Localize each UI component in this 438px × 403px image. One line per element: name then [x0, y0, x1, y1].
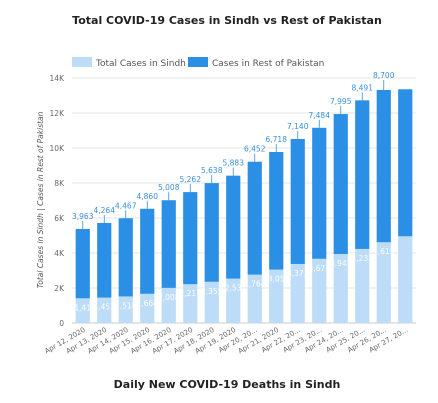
legend-label-rest-of-pakistan: Cases in Rest of Pakistan [212, 59, 324, 69]
data-label-rest-of-pakistan: 6,452 [244, 145, 266, 154]
bar-sindh [312, 258, 327, 323]
data-label-sindh: 1,668 [137, 299, 159, 308]
data-label-sindh: 4,615 [373, 247, 395, 256]
bar-rest-of-pakistan [312, 127, 327, 259]
data-label-sindh: 2,53 [225, 284, 242, 293]
data-label-rest-of-pakistan: 7,140 [287, 122, 309, 131]
bar-rest-of-pakistan [333, 114, 348, 254]
data-label-rest-of-pakistan: 8,700 [373, 71, 395, 80]
data-label-sindh: 2,217 [180, 289, 202, 298]
bar-sindh [269, 269, 284, 323]
bar-rest-of-pakistan [290, 139, 305, 264]
data-label-rest-of-pakistan: 5,638 [201, 166, 223, 175]
data-label-rest-of-pakistan: 7,484 [309, 111, 331, 120]
bar-sindh [247, 274, 262, 323]
bar-sindh [290, 263, 305, 323]
legend-label-sindh: Total Cases in Sindh [95, 59, 186, 69]
bar-rest-of-pakistan [269, 152, 284, 270]
data-label-sindh: 4,232 [352, 254, 374, 263]
bar-rest-of-pakistan [140, 208, 155, 294]
data-label-sindh: 1,41 [74, 303, 91, 312]
bar-rest-of-pakistan [355, 100, 370, 249]
data-label-sindh: 3,671 [309, 264, 331, 273]
data-label-rest-of-pakistan: 5,008 [158, 183, 180, 192]
bar-rest-of-pakistan [204, 183, 219, 282]
y-tick-label: 0 [59, 319, 64, 328]
data-labels: 1,41 3,963 1,452 4,264 1,518 4,467 1,668 4,860 2… [72, 71, 395, 312]
data-label-sindh: 3,945 [330, 259, 352, 268]
chart-title: Total COVID-19 Cases in Sindh vs Rest of… [72, 14, 382, 27]
legend: Total Cases in Sindh Cases in Rest of Pa… [72, 57, 324, 69]
data-label-sindh: 2,764 [244, 280, 266, 289]
bar-rest-of-pakistan [376, 89, 391, 243]
y-tick-label: 12K [50, 109, 66, 118]
bar-sindh [118, 296, 133, 323]
bar-rest-of-pakistan [75, 228, 90, 299]
bar-rest-of-pakistan [183, 192, 198, 285]
bar-rest-of-pakistan [97, 222, 112, 298]
bar-sindh [204, 281, 219, 323]
bar-sindh [97, 297, 112, 323]
data-label-sindh: 1,452 [94, 303, 116, 312]
y-axis-ticks: 0 2K 4K 6K 8K 10K 12K 14K [50, 74, 66, 328]
bar-sindh [140, 293, 155, 323]
next-chart-title: Daily New COVID-19 Deaths in Sindh [114, 378, 341, 391]
bar-sindh [75, 298, 90, 323]
y-tick-label: 2K [54, 284, 65, 293]
legend-swatch-sindh [72, 57, 92, 67]
data-label-rest-of-pakistan: 8,491 [352, 83, 374, 92]
y-tick-label: 10K [50, 144, 66, 153]
data-label-sindh: 1,518 [115, 301, 137, 310]
bar-rest-of-pakistan [118, 218, 133, 297]
y-tick-label: 14K [50, 74, 66, 83]
data-label-rest-of-pakistan: 4,467 [115, 201, 137, 210]
bar-rest-of-pakistan [398, 89, 413, 237]
data-label-sindh: 3,05 [268, 275, 285, 284]
data-label-sindh: 3,373 [287, 269, 309, 278]
bar-sindh [376, 242, 391, 323]
bar-sindh [333, 253, 348, 323]
bar-sindh [183, 284, 198, 323]
bar-rest-of-pakistan [247, 161, 262, 275]
bar-rest-of-pakistan [161, 200, 176, 288]
data-label-rest-of-pakistan: 5,883 [223, 159, 245, 168]
y-tick-label: 6K [54, 214, 65, 223]
bars [75, 89, 413, 323]
bar-sindh [398, 236, 413, 323]
data-label-rest-of-pakistan: 4,860 [137, 192, 159, 201]
data-label-rest-of-pakistan: 4,264 [94, 206, 116, 215]
y-tick-label: 4K [54, 249, 65, 258]
data-label-rest-of-pakistan: 7,995 [330, 97, 352, 106]
y-axis-label: Total Cases in Sindh | Cases in Rest of … [36, 111, 45, 288]
bar-sindh [355, 248, 370, 323]
data-label-sindh: 2,355 [201, 287, 223, 296]
data-label-rest-of-pakistan: 5,262 [180, 175, 202, 184]
data-label-rest-of-pakistan: 3,963 [72, 212, 94, 221]
bar-rest-of-pakistan [226, 175, 241, 279]
bar-sindh [161, 287, 176, 323]
data-label-sindh: 2,008 [158, 293, 180, 302]
legend-swatch-rest-of-pakistan [188, 57, 208, 67]
data-label-rest-of-pakistan: 6,718 [266, 135, 288, 144]
y-tick-label: 8K [54, 179, 65, 188]
bar-sindh [226, 278, 241, 323]
